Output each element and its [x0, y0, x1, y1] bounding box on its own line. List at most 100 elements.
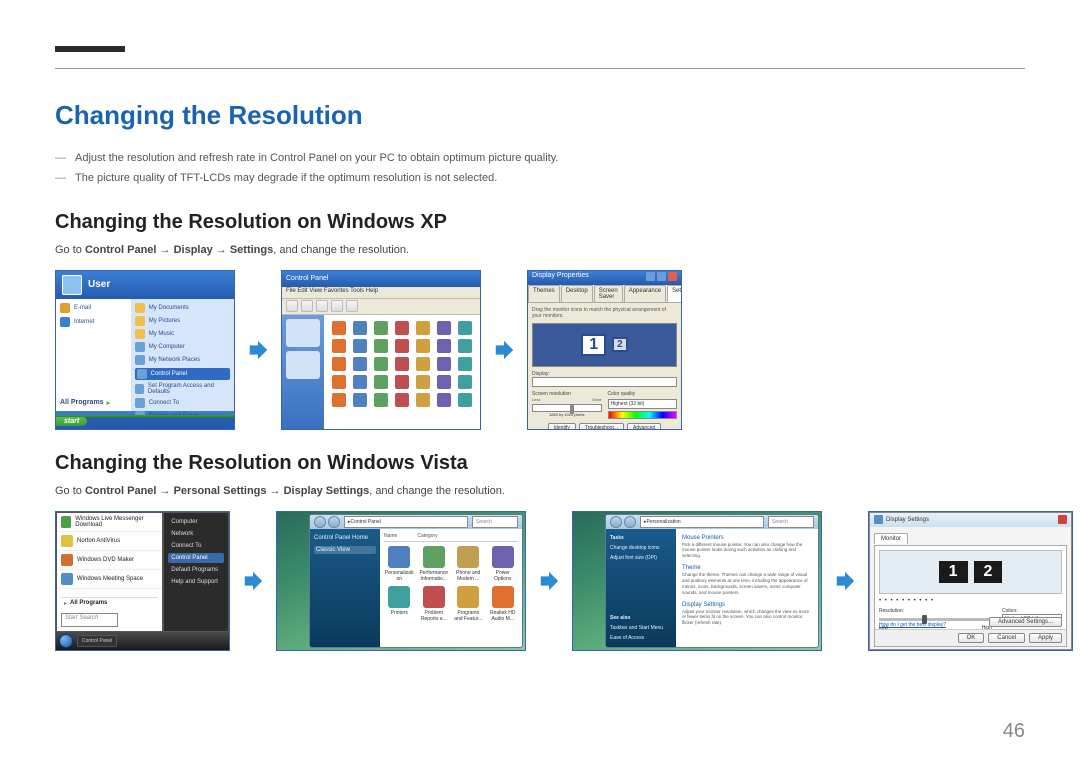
settings-block[interactable]: Display SettingsAdjust your monitor reso… [682, 602, 812, 627]
settings-block[interactable]: Mouse PointersPick a different mouse poi… [682, 535, 812, 560]
menu-item[interactable]: Control Panel [135, 368, 230, 380]
menu-item[interactable]: Connect To [135, 398, 230, 408]
cp-icon[interactable] [374, 321, 388, 335]
cp-icon[interactable] [437, 321, 451, 335]
tab[interactable]: Themes [528, 285, 560, 302]
tab[interactable]: Settings [667, 285, 682, 302]
back-button[interactable] [610, 516, 622, 528]
monitor-2[interactable]: 2 [974, 561, 1003, 583]
display-dropdown[interactable] [532, 377, 677, 387]
monitor-1[interactable]: 1 [939, 561, 968, 583]
cp-icon[interactable] [437, 339, 451, 353]
all-programs[interactable]: All Programs ▸ [60, 399, 127, 407]
cp-icon[interactable] [458, 375, 472, 389]
cp-icon[interactable] [416, 357, 430, 371]
cp-icon[interactable] [332, 375, 346, 389]
menu-item[interactable]: Windows DVD Maker [57, 551, 162, 570]
menu-item[interactable]: E-mail [60, 303, 127, 313]
menu-item[interactable]: Network [168, 529, 224, 539]
all-programs[interactable]: ▸All Programs [61, 597, 158, 609]
cp-icon[interactable]: Power Options [488, 546, 519, 582]
cp-icon[interactable] [416, 375, 430, 389]
menu-item[interactable]: Control Panel [168, 553, 224, 563]
cp-icon[interactable] [395, 321, 409, 335]
cp-icon[interactable] [395, 357, 409, 371]
menu-item[interactable]: My Pictures [135, 316, 230, 326]
cp-icon[interactable] [353, 375, 367, 389]
menu-item[interactable]: Connect To [168, 541, 224, 551]
cp-icon[interactable]: Realtek HD Audio M... [488, 586, 519, 622]
cp-icon[interactable]: Problem Reports a... [419, 586, 450, 622]
help-link[interactable]: How do I get the best display? [879, 622, 946, 628]
button[interactable]: Apply [1029, 633, 1062, 643]
cp-icon[interactable]: Personalizati on [384, 546, 415, 582]
cp-icon[interactable] [395, 375, 409, 389]
tab[interactable]: Appearance [624, 285, 666, 302]
menu-item[interactable]: Help and Support [168, 577, 224, 587]
resolution-slider[interactable] [532, 404, 602, 412]
search-input[interactable]: Search [472, 516, 518, 528]
cp-icon[interactable] [374, 357, 388, 371]
start-button[interactable]: start [56, 417, 87, 426]
cp-icon[interactable]: Phone and Modem ... [453, 546, 484, 582]
menu-bar[interactable]: File Edit View Favorites Tools Help [282, 287, 480, 299]
cp-icon[interactable] [332, 339, 346, 353]
monitor-2[interactable]: 2 [612, 337, 628, 352]
button[interactable]: Advanced [627, 423, 661, 430]
settings-block[interactable]: ThemeChange the theme. Themes can change… [682, 565, 812, 595]
cp-icon[interactable] [395, 393, 409, 407]
menu-item[interactable]: Set Program Access and Defaults [135, 383, 230, 395]
forward-button[interactable] [328, 516, 340, 528]
monitor-1[interactable]: 1 [581, 334, 606, 356]
menu-item[interactable]: My Network Places [135, 355, 230, 365]
menu-item[interactable]: My Music [135, 329, 230, 339]
cp-icon[interactable] [353, 357, 367, 371]
cp-icon[interactable] [416, 321, 430, 335]
menu-item[interactable]: My Documents [135, 303, 230, 313]
search-input[interactable]: Start Search [61, 613, 118, 627]
button[interactable]: Identify [548, 423, 576, 430]
cp-icon[interactable] [437, 393, 451, 407]
cp-icon[interactable] [458, 339, 472, 353]
cp-icon[interactable] [353, 321, 367, 335]
menu-item[interactable]: Windows Live Messenger Download [57, 513, 162, 532]
cp-icon[interactable] [395, 339, 409, 353]
cp-icon[interactable] [437, 357, 451, 371]
cp-icon[interactable] [416, 393, 430, 407]
button[interactable]: OK [958, 633, 985, 643]
cp-icon[interactable] [437, 375, 451, 389]
cp-icon[interactable] [353, 339, 367, 353]
cp-icon[interactable] [374, 339, 388, 353]
color-dropdown[interactable]: Highest (32 bit) [608, 399, 678, 409]
cp-icon[interactable] [332, 393, 346, 407]
cp-icon[interactable] [458, 393, 472, 407]
cp-icon[interactable]: Printers [384, 586, 415, 622]
cp-icon[interactable] [416, 339, 430, 353]
address-bar[interactable]: ▸ Control Panel [344, 516, 468, 528]
start-orb[interactable] [59, 634, 73, 648]
back-button[interactable] [314, 516, 326, 528]
menu-item[interactable]: Computer [168, 517, 224, 527]
button[interactable]: Troubleshoot... [579, 423, 624, 430]
tab[interactable]: Screen Saver [594, 285, 623, 302]
cp-icon[interactable] [458, 357, 472, 371]
cp-icon[interactable] [332, 321, 346, 335]
cp-icon[interactable] [353, 393, 367, 407]
tab-monitor[interactable]: Monitor [874, 533, 908, 544]
cp-icon[interactable] [458, 321, 472, 335]
cp-icon[interactable] [332, 357, 346, 371]
advanced-button[interactable]: Advanced Settings... [989, 617, 1062, 627]
cp-icon[interactable] [374, 393, 388, 407]
close-icon[interactable] [1058, 515, 1067, 524]
button[interactable]: Cancel [988, 633, 1025, 643]
resolution-slider[interactable] [879, 618, 992, 621]
menu-item[interactable]: Default Programs [168, 565, 224, 575]
cp-icon[interactable] [374, 375, 388, 389]
taskbar-button[interactable]: Control Panel [77, 635, 117, 647]
search-input[interactable]: Search [768, 516, 814, 528]
menu-item[interactable]: Windows Meeting Space [57, 570, 162, 589]
cp-icon[interactable]: Programs and Featur... [453, 586, 484, 622]
menu-item[interactable]: Norton AntiVirus [57, 532, 162, 551]
forward-button[interactable] [624, 516, 636, 528]
menu-item[interactable]: My Computer [135, 342, 230, 352]
